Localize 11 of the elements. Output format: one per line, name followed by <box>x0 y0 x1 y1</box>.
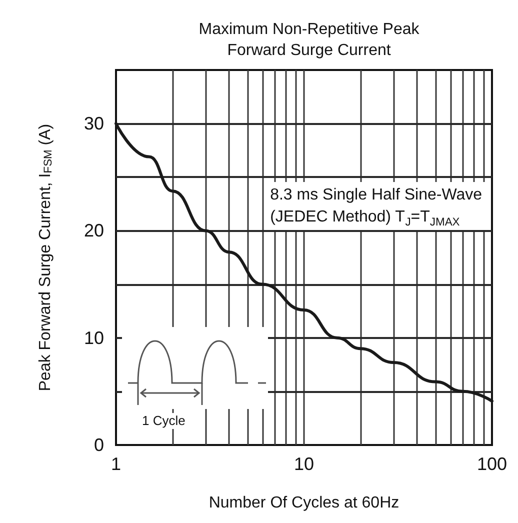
x-tick-label: 1 <box>110 454 122 474</box>
x-tick-label: 100 <box>476 454 508 474</box>
y-tick-label: 30 <box>84 114 104 134</box>
y-tick-label: 0 <box>94 435 104 455</box>
x-axis-title: Number Of Cycles at 60Hz <box>208 494 400 512</box>
chart-title: Maximum Non-Repetitive Peak Forward Surge Current <box>198 21 420 59</box>
y-tick-label: 20 <box>84 220 104 241</box>
y-tick-label: 10 <box>84 328 104 348</box>
annotation: 1 Cycle <box>142 413 186 429</box>
x-tick-label: 10 <box>294 454 314 474</box>
y-axis-title: Peak Forward Surge Current, IFSM (A) <box>37 124 54 392</box>
